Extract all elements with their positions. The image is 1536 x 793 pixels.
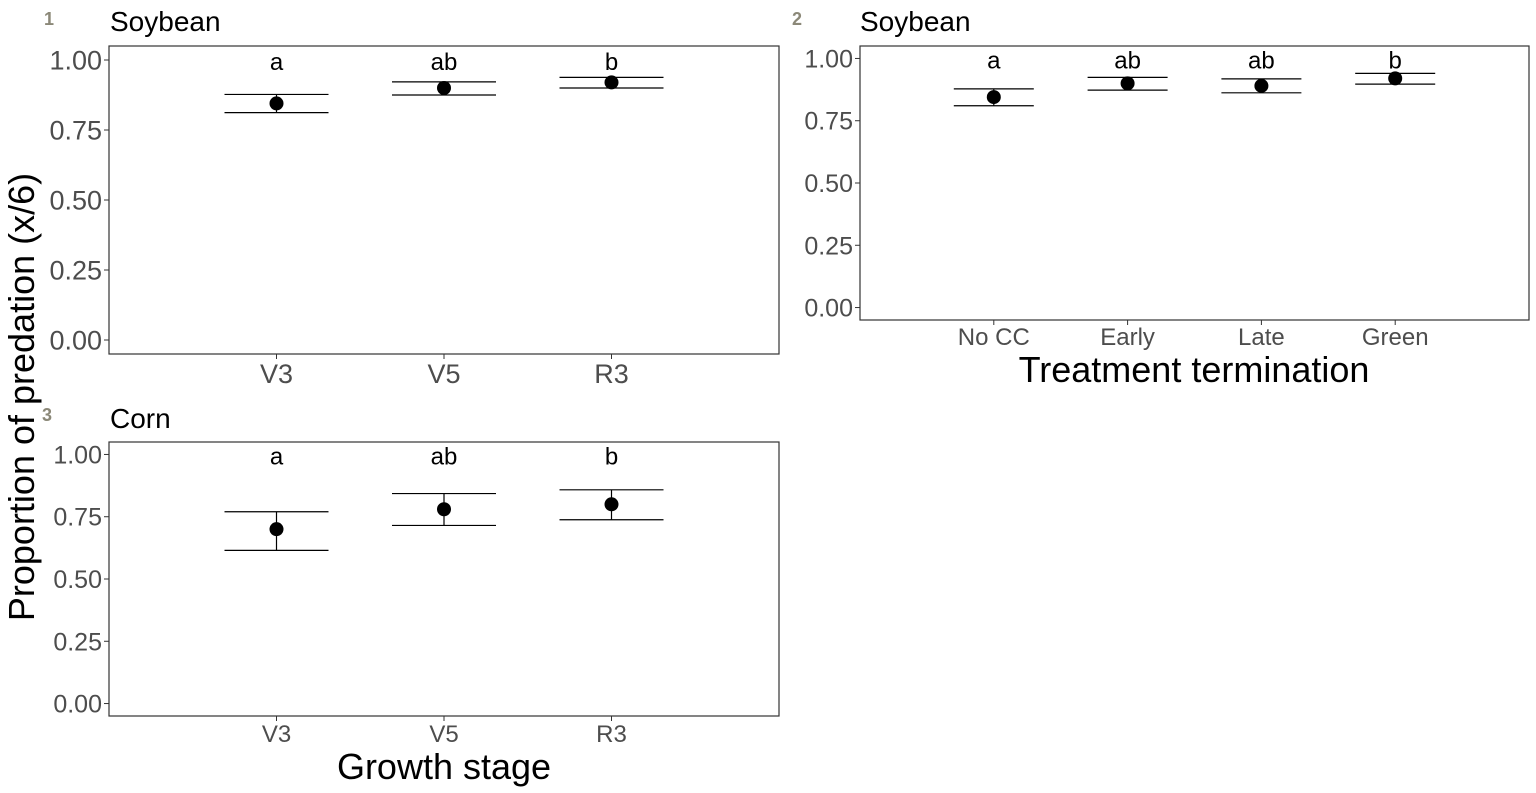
panel-3-x-tick-label-1: V5 <box>429 721 458 748</box>
panel-3-significance-letter-0: a <box>270 443 284 470</box>
panel-1-point-0 <box>269 96 284 111</box>
panel-3-y-tick-label-1: 0.25 <box>53 628 102 656</box>
panel-2-significance-letter-1: ab <box>1114 47 1141 74</box>
panel-3-y-tick-label-4: 1.00 <box>53 441 102 469</box>
panel-3-y-tick-label-3: 0.75 <box>53 504 102 532</box>
panel-2-point-2 <box>1254 78 1269 93</box>
panel-1-y-tick-label-2: 0.50 <box>49 186 102 216</box>
panel-3-point-0 <box>269 522 284 537</box>
panel-1-y-tick-label-0: 0.00 <box>49 326 102 356</box>
panel-1-plot: 0.00 0.25 0.50 0.75 1.00 V3 a V5 ab R3 b <box>49 46 664 389</box>
panel-3-title: Corn <box>110 403 171 434</box>
panel-1-point-2 <box>604 75 619 90</box>
panel-2-point-3 <box>1388 71 1403 86</box>
panel-3-frame <box>108 441 780 717</box>
panel-2-significance-letter-2: ab <box>1248 47 1275 74</box>
panel-2-x-tick-label-2: Late <box>1238 324 1285 351</box>
panel-1-significance-letter-2: b <box>605 49 618 76</box>
panel-2-y-tick-label-0: 0.00 <box>804 295 853 323</box>
panel-number-3: 3 <box>42 405 52 425</box>
y-axis-label: Proportion of predation (x/6) <box>1 173 42 621</box>
panel-3-point-1 <box>437 502 451 517</box>
panel-1-y-tick-label-1: 0.25 <box>49 256 102 286</box>
panel-2-y-tick-label-3: 0.75 <box>804 108 853 136</box>
panel-2-y-tick-label-2: 0.50 <box>804 170 853 198</box>
panel-2-x-axis-label: Treatment termination <box>1019 349 1370 390</box>
panel-3-y-tick-label-2: 0.50 <box>53 566 102 594</box>
panel-3-x-tick-label-2: R3 <box>596 721 627 748</box>
panel-2-point-0 <box>986 90 1001 105</box>
panel-1-significance-letter-1: ab <box>431 49 458 76</box>
panel-2-y-tick-label-4: 1.00 <box>804 45 853 73</box>
panel-3-x-axis-label: Growth stage <box>337 746 551 787</box>
panel-3-plot: 0.00 0.25 0.50 0.75 1.00 V3 a V5 ab R3 b <box>53 441 664 748</box>
panel-1-x-tick-label-0: V3 <box>260 359 293 389</box>
panel-2-y-tick-label-1: 0.25 <box>804 232 853 260</box>
panel-2-significance-letter-0: a <box>987 47 1001 74</box>
panel-1-title: Soybean <box>110 6 221 37</box>
panel-number-1: 1 <box>44 9 54 29</box>
panel-1-y-tick-label-4: 1.00 <box>49 46 102 76</box>
panel-2-title: Soybean <box>860 6 971 37</box>
panel-2-frame <box>859 45 1530 321</box>
panel-1-point-1 <box>437 81 451 95</box>
panel-2-x-tick-label-3: Green <box>1362 324 1429 351</box>
panel-3-x-tick-label-0: V3 <box>262 721 291 748</box>
panel-3-point-2 <box>604 497 619 512</box>
panel-2-x-tick-label-0: No CC <box>958 324 1030 351</box>
panel-number-2: 2 <box>792 9 802 29</box>
panel-1-significance-letter-0: a <box>270 49 284 76</box>
panel-3-significance-letter-1: ab <box>431 443 458 470</box>
panel-3-significance-letter-2: b <box>605 443 618 470</box>
panel-2-plot: 0.00 0.25 0.50 0.75 1.00 No CC a Early ab Late ab G… <box>804 45 1436 351</box>
panel-1-x-tick-label-1: V5 <box>427 359 460 389</box>
panel-2-significance-letter-3: b <box>1389 47 1402 74</box>
panel-3-y-tick-label-0: 0.00 <box>53 691 102 719</box>
panel-1-y-tick-label-3: 0.75 <box>49 116 102 146</box>
panel-2-x-tick-label-1: Early <box>1100 324 1155 351</box>
panel-2-point-1 <box>1120 76 1135 91</box>
panel-1-x-tick-label-2: R3 <box>594 359 629 389</box>
